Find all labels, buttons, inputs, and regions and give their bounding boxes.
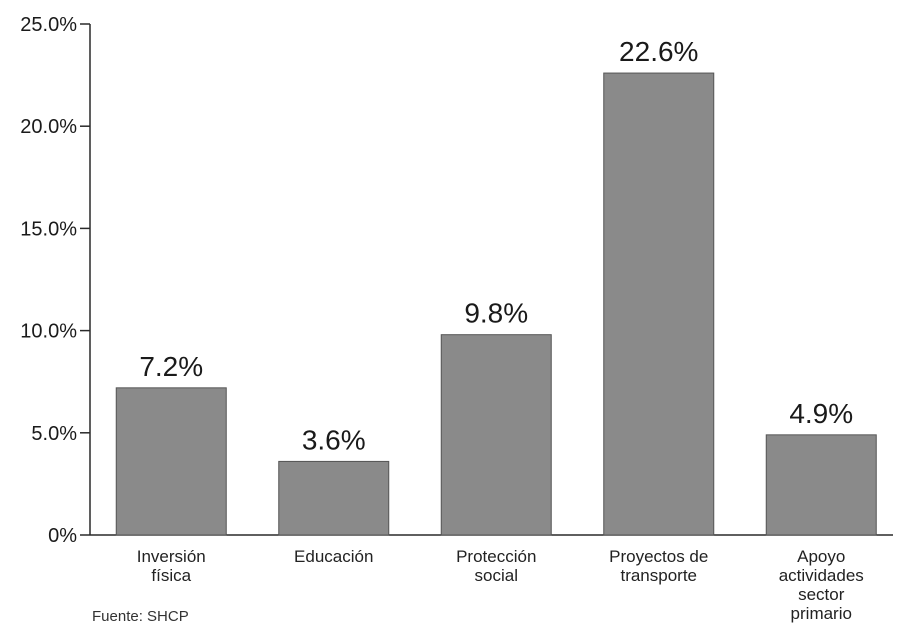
x-tick-label: Apoyo: [797, 547, 845, 566]
x-tick-label: Educación: [294, 547, 373, 566]
y-tick-label: 10.0%: [20, 321, 77, 343]
data-label: 7.2%: [139, 351, 203, 382]
x-tick-label: primario: [791, 604, 852, 623]
y-tick-label: 5.0%: [31, 423, 77, 445]
y-tick-label: 20.0%: [20, 116, 77, 138]
data-label: 4.9%: [789, 398, 853, 429]
x-tick-label: Inversión: [137, 547, 206, 566]
x-tick-label: actividades: [779, 566, 864, 585]
y-tick-label: 15.0%: [20, 218, 77, 240]
data-label: 22.6%: [619, 36, 698, 67]
y-tick-label: 0%: [48, 525, 77, 547]
x-tick-label: Proyectos de: [609, 547, 708, 566]
x-tick-label: física: [151, 566, 191, 585]
bar: [603, 72, 715, 536]
source-note: Fuente: SHCP: [92, 608, 189, 625]
bar: [115, 387, 227, 536]
x-tick-label: Protección: [456, 547, 536, 566]
data-label: 9.8%: [464, 298, 528, 329]
data-label: 3.6%: [302, 424, 366, 455]
bar: [278, 460, 390, 536]
x-tick-label: social: [475, 566, 518, 585]
bar: [765, 434, 877, 536]
bar: [440, 334, 552, 536]
y-tick-label: 25.0%: [20, 14, 77, 36]
x-tick-label: transporte: [620, 566, 697, 585]
x-tick-label: sector: [798, 585, 845, 604]
